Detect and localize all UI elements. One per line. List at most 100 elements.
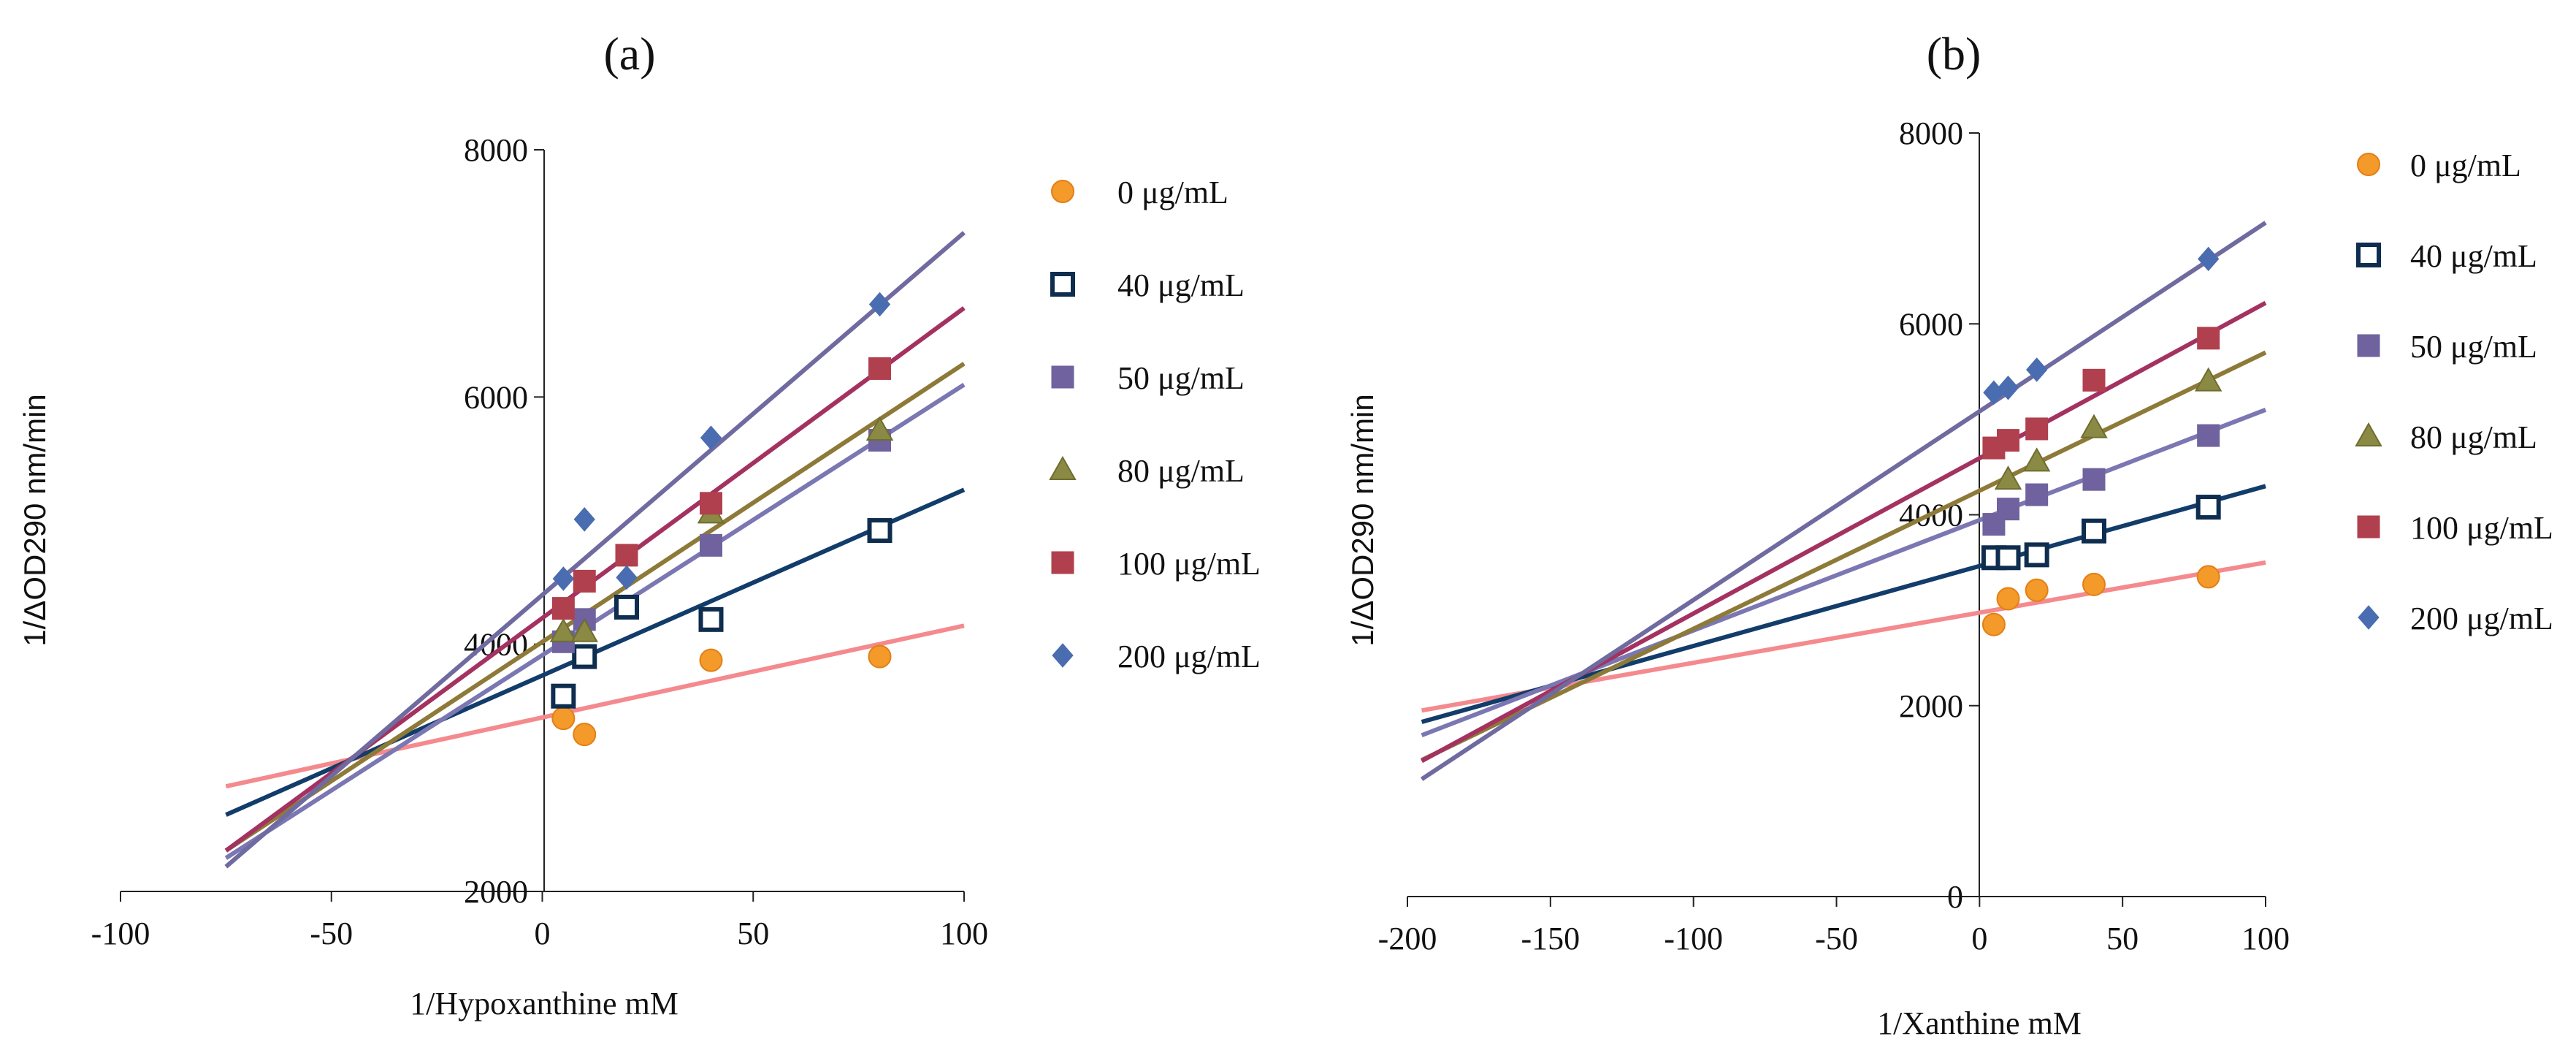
chart-b: (b)-200-150-100-500501000200040006000800… [1345, 28, 2553, 1041]
data-point [2197, 424, 2220, 447]
y-tick-label: 6000 [1899, 306, 1963, 342]
data-point [1995, 545, 2021, 571]
y-tick-label: 8000 [464, 132, 528, 168]
data-point [868, 357, 891, 380]
legend-label: 40 μg/mL [1117, 267, 1245, 303]
data-point [2026, 357, 2048, 382]
data-point [2025, 578, 2049, 602]
legend-marker [1051, 365, 1074, 389]
data-point [551, 597, 575, 620]
data-point [614, 594, 639, 620]
legend-label: 40 μg/mL [2410, 238, 2537, 274]
legend-label: 0 μg/mL [1117, 175, 1228, 210]
x-tick-label: -100 [1664, 921, 1723, 956]
data-point [616, 565, 638, 590]
y-tick-label: 2000 [464, 874, 528, 910]
legend-label: 80 μg/mL [1117, 453, 1245, 489]
data-point [865, 416, 894, 441]
data-point [2198, 246, 2220, 272]
data-point [551, 683, 576, 709]
legend-marker [1049, 455, 1077, 480]
data-point [549, 617, 578, 642]
data-point [1997, 498, 2019, 521]
data-point [1982, 513, 2006, 536]
x-tick-label: 0 [535, 916, 551, 951]
data-point [573, 569, 596, 593]
data-point [2194, 367, 2223, 392]
data-point [551, 707, 576, 731]
data-point [2196, 565, 2220, 589]
data-point [2080, 414, 2108, 438]
x-tick-label: -50 [1815, 921, 1858, 956]
data-point [2022, 447, 2051, 472]
data-point [573, 507, 595, 532]
panel-title: (b) [1927, 28, 1981, 80]
data-point [1994, 465, 2022, 490]
x-tick-label: 100 [940, 916, 988, 951]
legend-marker [1051, 551, 1074, 574]
legend-label: 200 μg/mL [2410, 601, 2553, 636]
data-point [2025, 483, 2049, 506]
legend-label: 50 μg/mL [2410, 329, 2537, 365]
data-point [700, 533, 722, 557]
data-point [1996, 587, 2020, 611]
x-tick-label: -200 [1378, 921, 1437, 956]
y-tick-label: 6000 [464, 379, 528, 415]
legend-marker [1052, 643, 1074, 668]
y-tick-label: 8000 [1899, 115, 1963, 151]
data-point [2082, 518, 2106, 544]
data-point [868, 292, 891, 317]
x-tick-label: -150 [1521, 921, 1581, 956]
x-tick-label: -100 [91, 916, 150, 951]
data-point [2082, 572, 2106, 596]
data-point [700, 425, 722, 450]
data-point [700, 492, 722, 515]
legend-marker [2358, 605, 2380, 630]
fit-line-80ugml [224, 362, 966, 853]
x-tick-label: 100 [2241, 921, 2290, 956]
legend-marker [2356, 243, 2381, 267]
y-axis-title: 1/ΔOD290 nm/min [1345, 394, 1380, 647]
fit-line-100ugml [1421, 300, 2267, 764]
fit-line-80ugml [1421, 350, 2267, 762]
y-axis-title: 1/ΔOD290 nm/min [18, 394, 52, 647]
data-point [2197, 327, 2220, 350]
fit-line-200ugml [224, 231, 966, 869]
chart-a: (a)-100 -50 0 50 10020004000600080001/Hypoxa… [18, 28, 1261, 1022]
x-tick-label: 0 [1971, 921, 1987, 956]
data-point [615, 544, 638, 567]
data-point [2082, 468, 2106, 491]
legend-marker [1050, 272, 1075, 297]
legend-marker [2357, 334, 2380, 357]
x-axis-title: 1/Hypoxanthine mM [410, 986, 679, 1022]
fit-line-200ugml [1420, 221, 2267, 781]
legend-label: 200 μg/mL [1117, 639, 1261, 674]
data-point [1997, 376, 2019, 400]
legend-label: 0 μg/mL [2410, 148, 2521, 183]
data-point [570, 617, 598, 642]
x-tick-label: 50 [2106, 921, 2139, 956]
data-point [699, 648, 723, 672]
legend-label: 100 μg/mL [1117, 546, 1261, 582]
x-axis-title: 1/Xanthine mM [1877, 1005, 2082, 1041]
legend-label: 100 μg/mL [2410, 510, 2553, 546]
data-point [2082, 368, 2106, 392]
legend-marker [2357, 515, 2380, 539]
legend-marker [2357, 153, 2380, 176]
y-tick-label: 0 [1947, 879, 1963, 915]
data-point [552, 566, 575, 591]
data-point [572, 644, 597, 669]
x-tick-label: -50 [310, 916, 353, 951]
data-point [2025, 417, 2049, 441]
data-point [2024, 542, 2049, 568]
x-tick-label: 50 [737, 916, 769, 951]
data-point [698, 606, 724, 632]
data-point [2195, 495, 2221, 520]
data-point [573, 723, 597, 747]
panel-title: (a) [603, 28, 655, 80]
legend-marker [1051, 180, 1074, 203]
legend-label: 80 μg/mL [2410, 419, 2537, 455]
legend-label: 50 μg/mL [1117, 360, 1245, 396]
data-point [1981, 612, 2006, 636]
